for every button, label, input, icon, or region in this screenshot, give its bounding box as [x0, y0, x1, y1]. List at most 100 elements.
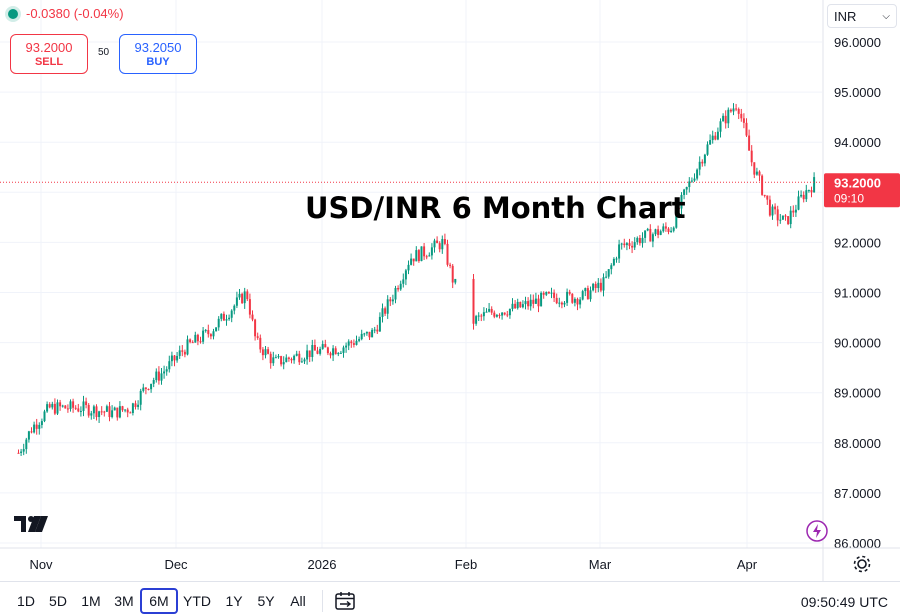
candle-body	[280, 356, 283, 365]
candle-body	[251, 314, 254, 320]
candle-body	[511, 303, 514, 309]
candle-body	[306, 350, 309, 360]
candle-body	[173, 355, 176, 361]
candle-body	[667, 228, 670, 233]
timeframe-6m[interactable]: 6M	[140, 588, 178, 614]
candle-body	[729, 109, 732, 112]
candle-body	[147, 388, 150, 390]
candle-body	[363, 333, 366, 335]
candle-body	[740, 113, 743, 119]
candle-body	[137, 404, 140, 407]
candle-body	[571, 293, 574, 303]
chevron-down-icon: ⌵	[882, 10, 890, 22]
candle-body	[680, 194, 683, 209]
candle-body	[139, 390, 142, 405]
candle-body	[61, 405, 64, 407]
candle-body	[222, 313, 225, 321]
candle-body	[490, 308, 493, 313]
currency-select[interactable]: INR ⌵	[827, 4, 897, 28]
candle-body	[454, 278, 457, 283]
candle-body	[124, 409, 127, 411]
candle-body	[321, 344, 324, 349]
candle-body	[623, 243, 626, 246]
candle-body	[329, 353, 332, 356]
gear-icon[interactable]	[852, 554, 872, 574]
timeframe-1d[interactable]: 1D	[17, 593, 35, 609]
candle-body	[144, 387, 147, 389]
candle-body	[168, 361, 171, 370]
candle-body	[594, 283, 597, 289]
candle-body	[579, 299, 582, 305]
lightning-icon[interactable]	[806, 520, 828, 542]
candle-body	[155, 371, 158, 381]
candle-body	[784, 215, 787, 217]
candle-body	[40, 421, 43, 425]
candle-body	[51, 403, 54, 408]
candle-body	[30, 431, 33, 433]
candle-body	[64, 405, 67, 409]
candle-body	[287, 357, 290, 359]
candle-body	[92, 406, 95, 414]
candle-body	[488, 308, 491, 312]
candle-body	[753, 162, 756, 175]
calendar-icon[interactable]	[334, 591, 356, 611]
candle-body	[451, 265, 454, 283]
candle-body	[43, 411, 46, 422]
candle-body	[360, 333, 363, 340]
sell-button[interactable]: 93.2000 SELL	[10, 34, 88, 74]
candle-body	[716, 131, 719, 140]
candle-body	[612, 258, 615, 266]
candle-body	[77, 408, 80, 412]
candle-body	[550, 292, 553, 294]
candle-body	[126, 409, 129, 413]
candle-body	[545, 292, 548, 295]
candle-body	[412, 258, 415, 262]
candle-body	[542, 292, 545, 295]
candle-body	[628, 243, 631, 246]
candle-body	[566, 291, 569, 303]
candle-body	[186, 339, 189, 355]
candle-body	[22, 449, 25, 452]
timeframe-3m[interactable]: 3M	[114, 593, 134, 609]
y-tick-label: 89.0000	[834, 386, 881, 401]
candle-body	[766, 195, 769, 200]
candle-body	[241, 293, 244, 304]
candle-body	[74, 407, 77, 409]
candle-body	[701, 161, 704, 164]
timeframe-1y[interactable]: 1Y	[225, 593, 243, 609]
toolbar-divider	[322, 590, 323, 612]
candle-body	[178, 350, 181, 356]
candle-body	[163, 371, 166, 374]
timeframe-all[interactable]: All	[290, 593, 306, 609]
timeframe-1m[interactable]: 1M	[81, 593, 101, 609]
candle-body	[732, 108, 735, 112]
candle-body	[555, 297, 558, 304]
timeframe-5d[interactable]: 5D	[49, 593, 67, 609]
timeframe-5y[interactable]: 5Y	[257, 593, 275, 609]
candle-body	[215, 327, 218, 332]
candle-body	[194, 334, 197, 343]
candle-body	[207, 330, 210, 335]
buy-button[interactable]: 93.2050 BUY	[119, 34, 197, 74]
candle-body	[212, 331, 215, 337]
candle-body	[282, 362, 285, 365]
candle-body	[238, 293, 241, 298]
candle-body	[228, 317, 231, 320]
candle-body	[703, 154, 706, 164]
candle-body	[230, 310, 233, 318]
candle-body	[433, 240, 436, 248]
tradingview-logo-icon[interactable]	[14, 514, 48, 534]
candle-body	[524, 301, 527, 305]
candle-body	[25, 439, 28, 450]
candle-body	[810, 190, 813, 193]
candle-body	[142, 387, 145, 391]
candle-body	[649, 228, 652, 242]
candle-body	[547, 292, 550, 294]
timeframe-ytd[interactable]: YTD	[183, 593, 211, 609]
candle-body	[568, 291, 571, 294]
candle-body	[397, 287, 400, 290]
candle-body	[246, 291, 249, 300]
candle-body	[150, 383, 153, 390]
candle-body	[706, 144, 709, 155]
